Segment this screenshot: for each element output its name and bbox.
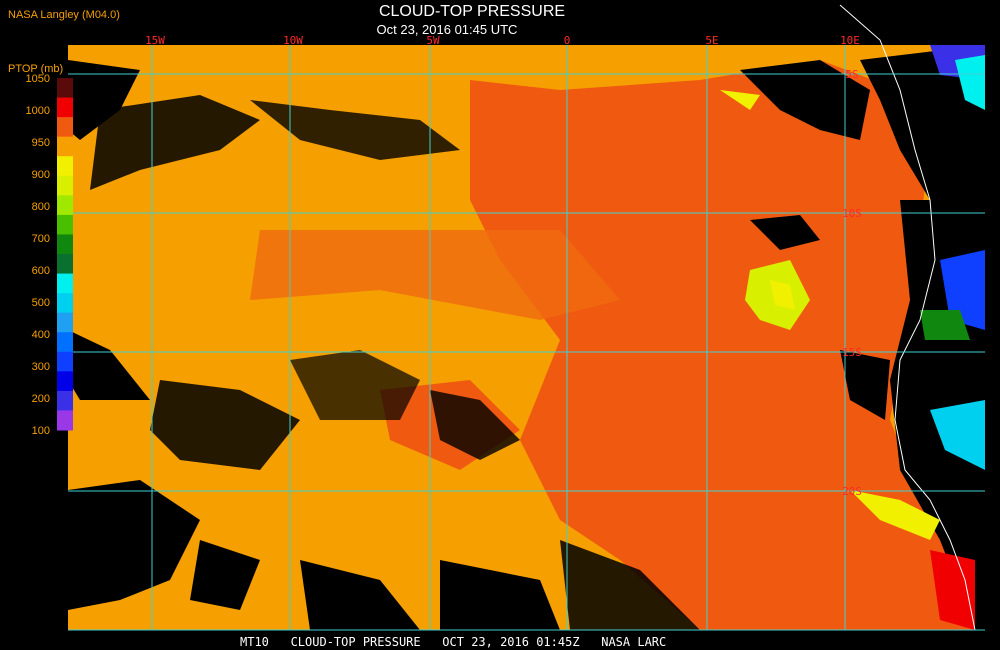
title: CLOUD-TOP PRESSURE: [379, 3, 565, 20]
longitude-label: 5E: [705, 34, 718, 47]
longitude-label: 5W: [426, 34, 440, 47]
footer-caption: MT10 CLOUD-TOP PRESSURE OCT 23, 2016 01:…: [240, 635, 666, 649]
colorbar-label: 400: [32, 329, 50, 341]
colorbar-label: 1000: [26, 105, 50, 117]
colorbar-label: 800: [32, 201, 50, 213]
colorbar-label: 950: [32, 137, 50, 149]
latitude-label: 20S: [842, 485, 862, 498]
colorbar-swatch: [57, 254, 73, 275]
graticule: [68, 45, 985, 631]
colorbar-label: 900: [32, 169, 50, 181]
colorbar-label: 500: [32, 297, 50, 309]
colorbar-title: PTOP (mb): [8, 63, 63, 75]
colorbar-swatch: [57, 332, 73, 353]
latitude-label: 10S: [842, 207, 862, 220]
longitude-label: 10E: [840, 34, 860, 47]
colorbar-label: 300: [32, 361, 50, 373]
latitude-label: 5S: [845, 68, 858, 81]
colorbar-label: 700: [32, 233, 50, 245]
colorbar-label: 100: [32, 425, 50, 437]
longitude-label: 15W: [145, 34, 165, 47]
colorbar-swatch: [57, 371, 73, 392]
colorbar-swatch: [57, 312, 73, 333]
colorbar-swatch: [57, 175, 73, 196]
latitude-label: 15S: [842, 346, 862, 359]
colorbar-label: 600: [32, 265, 50, 277]
longitude-label: 10W: [283, 34, 303, 47]
colorbar-swatch: [57, 156, 73, 177]
colorbar-label: 1050: [26, 73, 50, 85]
colorbar-label: 200: [32, 393, 50, 405]
colorbar-swatch: [57, 351, 73, 372]
colorbar-swatch: [57, 136, 73, 157]
colorbar-swatch: [57, 214, 73, 235]
cloud-image: [68, 4, 985, 631]
colorbar-swatch: [57, 390, 73, 411]
colorbar-swatch: [57, 410, 73, 431]
colorbar-swatch: [57, 78, 73, 99]
colorbar-swatch: [57, 117, 73, 138]
colorbar-swatch: [57, 293, 73, 314]
longitude-label: 0: [564, 34, 571, 47]
colorbar-swatch: [57, 273, 73, 294]
timestamp: Oct 23, 2016 01:45 UTC: [377, 22, 518, 37]
source-label: NASA Langley (M04.0): [8, 9, 120, 21]
colorbar-swatch: [57, 195, 73, 216]
colorbar-swatch: [57, 97, 73, 118]
colorbar-swatch: [57, 234, 73, 255]
